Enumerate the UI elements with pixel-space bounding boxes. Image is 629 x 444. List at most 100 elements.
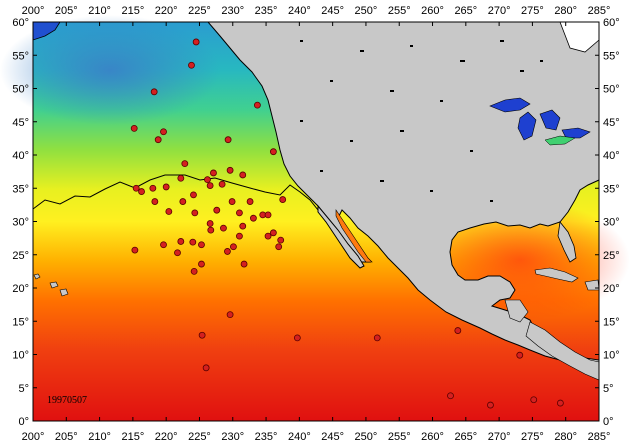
y-tick-label-right: 15°	[603, 316, 620, 328]
station-marker	[226, 166, 234, 174]
y-tick-label-left: 45°	[12, 117, 29, 129]
y-tick-label-right: 50°	[603, 84, 620, 96]
station-marker	[487, 401, 494, 409]
station-marker	[220, 224, 227, 232]
y-tick-label-right: 5°	[603, 383, 614, 395]
x-tick-label-top: 230°	[221, 5, 244, 17]
y-tick-label-right: 35°	[603, 183, 620, 195]
station-marker	[230, 243, 237, 251]
y-tick-label-left: 60°	[12, 17, 29, 29]
station-marker	[154, 136, 162, 144]
y-tick-label-right: 0°	[603, 416, 614, 428]
baja-peninsula	[317, 204, 365, 269]
y-tick-label-left: 25°	[12, 250, 29, 262]
y-tick-label-right: 45°	[603, 117, 620, 129]
station-marker	[198, 241, 205, 249]
station-marker	[130, 124, 138, 132]
x-tick-label-top: 250°	[355, 5, 378, 17]
station-marker	[279, 196, 287, 203]
station-marker	[239, 171, 247, 179]
station-marker	[224, 248, 231, 255]
station-marker	[190, 267, 198, 275]
station-marker	[162, 183, 170, 191]
station-markers	[130, 38, 564, 409]
x-tick-label-bottom: 225°	[188, 431, 211, 443]
axes: 200° 200° 205° 205° 210° 210° 215° 215° 220° 220°…	[12, 5, 619, 443]
great-lakes	[489, 97, 591, 141]
x-tick-label-bottom: 270°	[488, 431, 511, 443]
station-marker	[447, 392, 454, 400]
station-marker	[160, 241, 167, 249]
x-tick-label-top: 210°	[88, 5, 111, 17]
y-tick-label-left: 40°	[12, 150, 29, 162]
y-tick-label-right: 60°	[603, 17, 620, 29]
y-tick-label-left: 35°	[12, 183, 29, 195]
date-label: 19970507	[47, 395, 87, 406]
station-marker	[174, 249, 181, 257]
temperature-contour-line	[32, 174, 327, 223]
cold-water-patch	[0, 15, 220, 125]
station-marker	[188, 61, 195, 69]
x-tick-label-bottom: 215°	[121, 431, 144, 443]
x-tick-label-top: 270°	[488, 5, 511, 17]
y-tick-label-right: 30°	[603, 217, 620, 229]
florida-peninsula	[557, 221, 577, 263]
y-tick-label-left: 20°	[12, 283, 29, 295]
station-marker	[240, 260, 248, 268]
station-marker	[191, 209, 199, 217]
station-marker	[206, 220, 214, 227]
x-tick-label-bottom: 285°	[588, 431, 611, 443]
station-marker	[236, 232, 243, 240]
station-marker	[254, 101, 261, 109]
station-marker	[246, 198, 254, 205]
station-marker	[165, 208, 173, 215]
x-tick-label-top: 265°	[454, 5, 477, 17]
x-tick-label-top: 205°	[55, 5, 78, 17]
station-marker	[210, 169, 217, 177]
station-marker	[202, 364, 210, 372]
x-tick-label-bottom: 255°	[388, 431, 411, 443]
station-marker	[198, 331, 206, 339]
station-marker	[516, 351, 524, 359]
y-tick-label-left: 10°	[12, 350, 29, 362]
x-tick-label-bottom: 205°	[55, 431, 78, 443]
station-marker	[293, 334, 301, 342]
station-marker	[198, 260, 205, 268]
lake-ontario	[544, 135, 576, 146]
x-tick-label-top: 245°	[321, 5, 344, 17]
x-tick-label-top: 260°	[421, 5, 444, 17]
x-tick-label-bottom: 210°	[88, 431, 111, 443]
x-tick-label-bottom: 280°	[554, 431, 577, 443]
station-marker	[236, 209, 243, 217]
station-marker	[132, 184, 140, 192]
station-marker	[224, 136, 232, 144]
station-marker	[206, 182, 214, 189]
station-marker	[177, 238, 185, 245]
station-marker	[228, 198, 236, 205]
x-tick-label-bottom: 220°	[155, 431, 178, 443]
y-tick-label-left: 15°	[12, 316, 29, 328]
x-tick-label-top: 225°	[188, 5, 211, 17]
station-marker	[177, 174, 185, 182]
station-marker	[150, 88, 158, 96]
station-marker	[179, 198, 187, 205]
station-marker	[189, 238, 197, 246]
y-tick-label-right: 40°	[603, 150, 620, 162]
station-marker	[530, 396, 538, 404]
station-marker	[264, 211, 272, 219]
station-marker	[264, 232, 272, 240]
gulf-of-california	[335, 209, 373, 263]
station-marker	[204, 176, 211, 184]
x-tick-label-top: 235°	[255, 5, 278, 17]
station-marker	[149, 184, 157, 192]
station-marker	[373, 334, 381, 342]
station-marker	[239, 222, 247, 230]
x-tick-label-bottom: 260°	[421, 431, 444, 443]
y-tick-label-right: 10°	[603, 350, 620, 362]
x-tick-label-top: 220°	[155, 5, 178, 17]
y-tick-label-right: 25°	[603, 250, 620, 262]
station-marker	[250, 214, 257, 222]
y-tick-label-right: 20°	[603, 283, 620, 295]
station-marker	[160, 128, 167, 136]
